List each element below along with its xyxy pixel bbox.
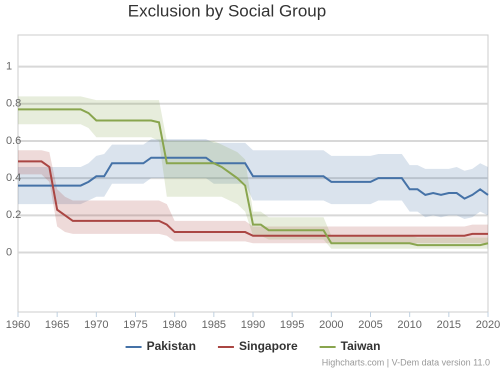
- series-line: [18, 108, 489, 247]
- legend-item: Singapore: [217, 339, 298, 353]
- legend: Pakistan Singapore Taiwan: [125, 339, 381, 353]
- legend-item: Taiwan: [319, 339, 381, 353]
- y-tick-label: 1: [6, 61, 12, 73]
- x-tick-label: 1980: [162, 319, 186, 331]
- x-tick-label: 1975: [123, 319, 147, 331]
- legend-label: Singapore: [239, 339, 298, 353]
- legend-item: Pakistan: [125, 339, 196, 353]
- chart-title: Exclusion by Social Group: [128, 1, 326, 20]
- grid: [18, 65, 488, 254]
- x-tick-label: 1970: [84, 319, 108, 331]
- axes: 0 0.2 0.4 0.6 0.8 1 1960 1965 1970 1975 1980 1985 19…: [6, 61, 500, 331]
- lines: [18, 108, 489, 247]
- confidence-band: [18, 139, 488, 220]
- credits: Highcharts.com | V-Dem data version 11.0: [322, 357, 490, 367]
- series-line: [18, 156, 489, 200]
- x-tick-label: 1965: [45, 319, 69, 331]
- x-tick-label: 1960: [6, 319, 30, 331]
- x-tick-label: 1985: [202, 319, 226, 331]
- x-tick-label: 1995: [280, 319, 304, 331]
- x-tick-label: 1990: [241, 319, 265, 331]
- x-tick-label: 2015: [437, 319, 461, 331]
- legend-label: Pakistan: [147, 339, 196, 353]
- x-tick-label: 2020: [476, 319, 500, 331]
- confidence-band: [18, 96, 488, 249]
- x-tick-label: 2000: [319, 319, 343, 331]
- y-tick-label: 0.8: [6, 98, 21, 110]
- y-tick-label: 0.4: [6, 172, 21, 184]
- legend-label: Taiwan: [341, 339, 381, 353]
- x-tick-label: 2010: [397, 319, 421, 331]
- series-line: [18, 160, 488, 237]
- x-tick-label: 2005: [358, 319, 382, 331]
- y-tick-label: 0.2: [6, 209, 21, 221]
- y-tick-label: 0.6: [6, 135, 21, 147]
- y-tick-label: 0: [6, 246, 12, 258]
